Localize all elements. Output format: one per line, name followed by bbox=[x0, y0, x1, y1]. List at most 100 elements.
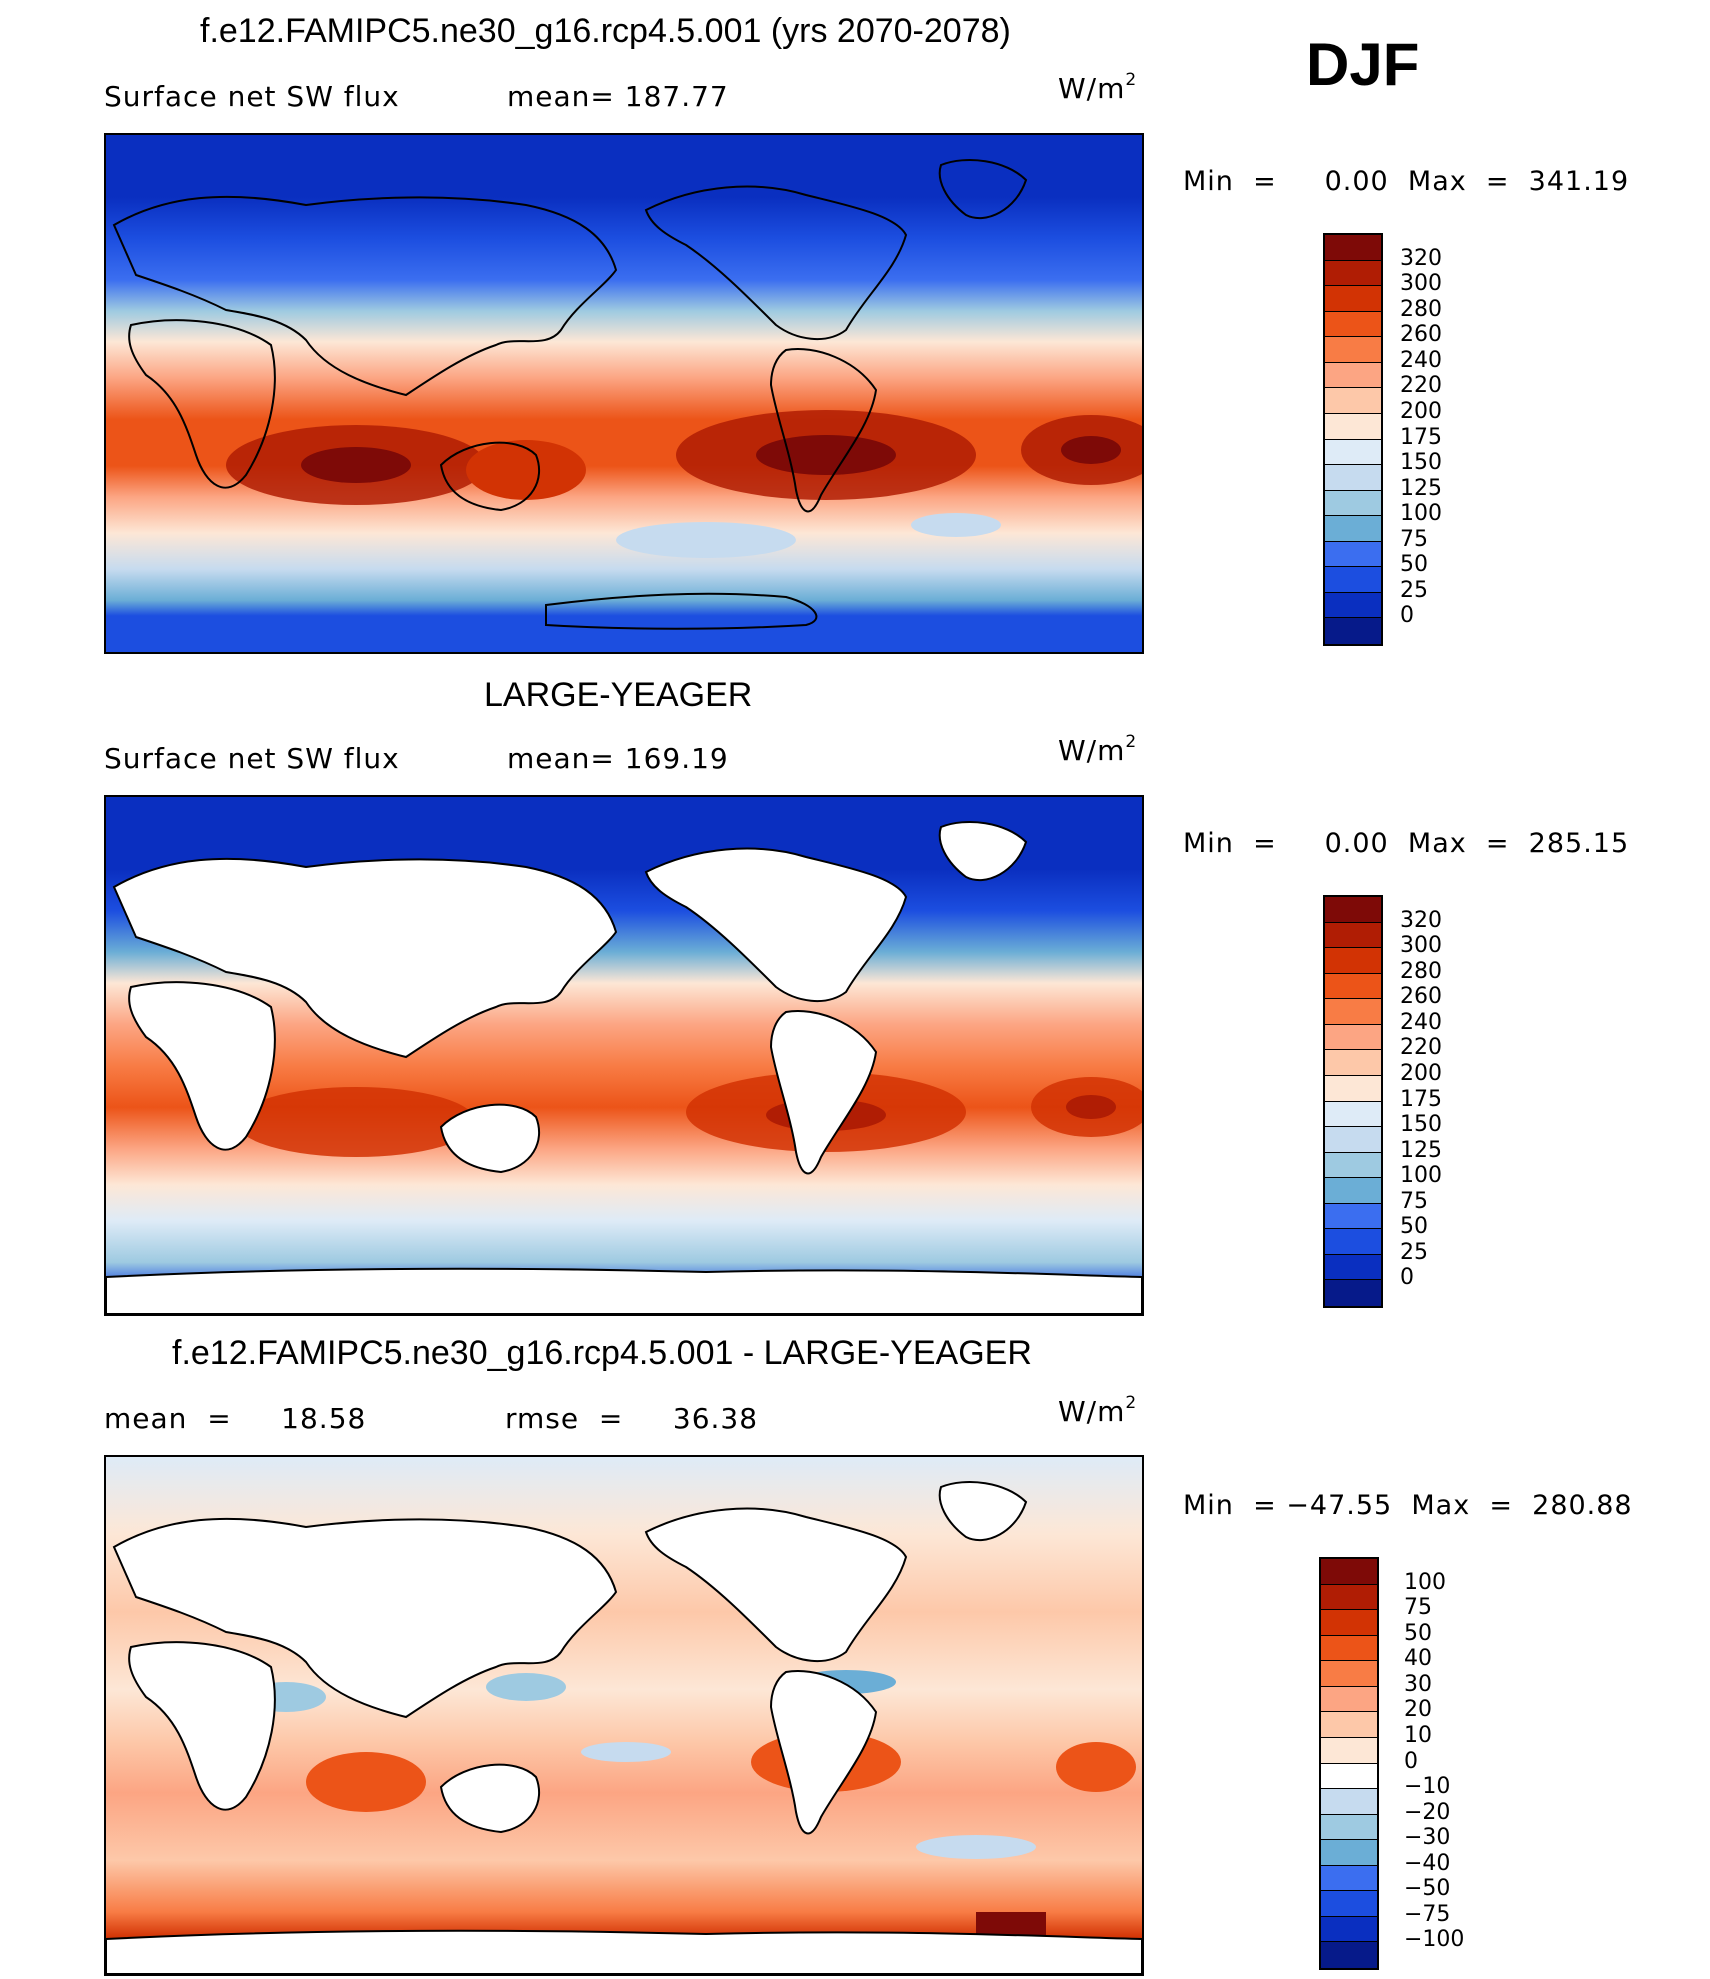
panel1-units: W/m2 bbox=[1058, 70, 1138, 105]
colorbar-box bbox=[1325, 618, 1381, 644]
colorbar-tick-label: 240 bbox=[1400, 347, 1442, 373]
colorbar-tick-label: 200 bbox=[1400, 1060, 1442, 1086]
panel1-antarctica-outline bbox=[545, 592, 818, 630]
colorbar-box bbox=[1321, 1942, 1377, 1968]
colorbar-box bbox=[1325, 541, 1381, 568]
colorbar-tick-label: 150 bbox=[1400, 450, 1442, 476]
colorbar-tick-label: −100 bbox=[1404, 1927, 1465, 1953]
colorbar-tick-label: 0 bbox=[1400, 1265, 1414, 1291]
panel2-title: LARGE-YEAGER bbox=[484, 676, 753, 714]
colorbar-tick-label: 320 bbox=[1400, 245, 1442, 271]
colorbar-box bbox=[1321, 1686, 1377, 1713]
colorbar-tick-label: 0 bbox=[1404, 1748, 1418, 1774]
colorbar-tick-label: −20 bbox=[1404, 1799, 1451, 1825]
panel3-units: W/m2 bbox=[1058, 1393, 1138, 1428]
colorbar-box bbox=[1325, 1075, 1381, 1102]
colorbar-tick-label: −75 bbox=[1404, 1901, 1451, 1927]
panel3-minmax: Min = −47.55 Max = 280.88 bbox=[1183, 1490, 1633, 1521]
colorbar-box bbox=[1321, 1891, 1377, 1917]
colorbar-tick-label: 25 bbox=[1400, 577, 1428, 603]
colorbar-box bbox=[1325, 286, 1381, 312]
colorbar-box bbox=[1325, 1127, 1381, 1153]
panel2-north-america-land bbox=[644, 847, 908, 1003]
panel2-antarctica-land bbox=[106, 1267, 1142, 1314]
panel3-south-america-land bbox=[769, 1670, 878, 1835]
colorbar-box bbox=[1325, 413, 1381, 440]
colorbar-tick-label: 280 bbox=[1400, 296, 1442, 322]
colorbar-tick-label: 100 bbox=[1404, 1569, 1446, 1595]
panel1-greenland-outline bbox=[938, 159, 1028, 220]
colorbar-tick-label: 300 bbox=[1400, 933, 1442, 959]
colorbar-tick-label: 100 bbox=[1400, 501, 1442, 527]
colorbar-tick-label: 150 bbox=[1400, 1112, 1442, 1138]
panel2-eurasia-land bbox=[112, 857, 618, 1059]
colorbar-box bbox=[1325, 490, 1381, 517]
panel3-map bbox=[104, 1455, 1144, 1976]
colorbar-tick-label: 220 bbox=[1400, 373, 1442, 399]
colorbar-box bbox=[1321, 1840, 1377, 1866]
colorbar-tick-label: 75 bbox=[1404, 1595, 1432, 1621]
colorbar-tick-label: 75 bbox=[1400, 1188, 1428, 1214]
colorbar-box bbox=[1325, 1178, 1381, 1204]
colorbar-box bbox=[1325, 999, 1381, 1025]
colorbar-tick-label: 260 bbox=[1400, 322, 1442, 348]
colorbar-tick-label: 30 bbox=[1404, 1671, 1432, 1697]
colorbar-tick-label: 40 bbox=[1404, 1646, 1432, 1672]
panel1-south-america-outline bbox=[769, 348, 878, 513]
panel3-colorbar bbox=[1319, 1557, 1379, 1970]
panel3-rmse-label: rmse = 36.38 bbox=[505, 1402, 759, 1435]
panel2-mean-label: mean= 169.19 bbox=[507, 742, 729, 775]
colorbar-tick-label: −10 bbox=[1404, 1774, 1451, 1800]
colorbar-tick-label: 240 bbox=[1400, 1009, 1442, 1035]
colorbar-box bbox=[1325, 1152, 1381, 1179]
colorbar-box bbox=[1321, 1610, 1377, 1636]
colorbar-box bbox=[1325, 1254, 1381, 1281]
colorbar-tick-label: 260 bbox=[1400, 984, 1442, 1010]
colorbar-box bbox=[1321, 1559, 1377, 1585]
colorbar-tick-label: 200 bbox=[1400, 398, 1442, 424]
colorbar-tick-label: 75 bbox=[1400, 526, 1428, 552]
colorbar-box bbox=[1321, 1763, 1377, 1790]
panel3-eurasia-land bbox=[112, 1517, 618, 1719]
colorbar-box bbox=[1321, 1737, 1377, 1764]
colorbar-tick-label: 20 bbox=[1404, 1697, 1432, 1723]
colorbar-box bbox=[1325, 1229, 1381, 1255]
colorbar-box bbox=[1325, 260, 1381, 287]
colorbar-box bbox=[1325, 235, 1381, 261]
colorbar-tick-label: 175 bbox=[1400, 1086, 1442, 1112]
colorbar-tick-label: 0 bbox=[1400, 603, 1414, 629]
panel2-africa-land bbox=[128, 981, 276, 1151]
colorbar-tick-label: 300 bbox=[1400, 271, 1442, 297]
colorbar-box bbox=[1321, 1916, 1377, 1943]
colorbar-tick-label: 25 bbox=[1400, 1239, 1428, 1265]
colorbar-tick-label: 10 bbox=[1404, 1722, 1432, 1748]
panel1-africa-outline bbox=[128, 319, 276, 489]
colorbar-tick-label: −30 bbox=[1404, 1825, 1451, 1851]
season-label: DJF bbox=[1306, 31, 1420, 98]
panel2-map bbox=[104, 795, 1144, 1316]
colorbar-tick-label: 320 bbox=[1400, 907, 1442, 933]
colorbar-box bbox=[1325, 337, 1381, 363]
panel2-variable-label: Surface net SW flux bbox=[104, 742, 400, 775]
colorbar-box bbox=[1321, 1584, 1377, 1611]
panel1-north-america-outline bbox=[644, 185, 908, 341]
colorbar-box bbox=[1325, 439, 1381, 466]
colorbar-box bbox=[1325, 592, 1381, 619]
colorbar-box bbox=[1321, 1635, 1377, 1662]
panel2-minmax: Min = 0.00 Max = 285.15 bbox=[1183, 828, 1630, 859]
panel3-mean-label: mean = 18.58 bbox=[104, 1402, 367, 1435]
panel3-africa-land bbox=[128, 1641, 276, 1811]
panel2-greenland-land bbox=[938, 821, 1028, 882]
colorbar-tick-label: 50 bbox=[1400, 552, 1428, 578]
panel1-variable-label: Surface net SW flux bbox=[104, 80, 400, 113]
colorbar-box bbox=[1325, 567, 1381, 593]
panel1-map bbox=[104, 133, 1144, 654]
colorbar-box bbox=[1325, 1050, 1381, 1076]
colorbar-box bbox=[1325, 1101, 1381, 1128]
colorbar-tick-label: 280 bbox=[1400, 958, 1442, 984]
panel3-north-america-land bbox=[644, 1507, 908, 1663]
panel2-colorbar bbox=[1323, 895, 1383, 1308]
panel3-title: f.e12.FAMIPC5.ne30_g16.rcp4.5.001 - LARG… bbox=[172, 1334, 1032, 1372]
colorbar-tick-label: −50 bbox=[1404, 1876, 1451, 1902]
colorbar-box bbox=[1321, 1814, 1377, 1841]
